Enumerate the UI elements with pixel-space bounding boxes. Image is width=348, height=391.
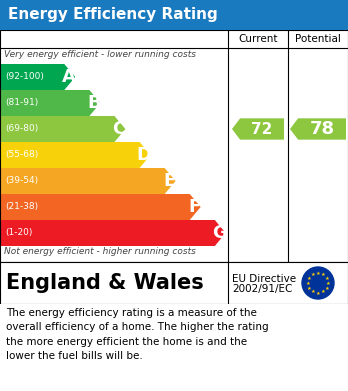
Text: England & Wales: England & Wales xyxy=(6,273,204,293)
Text: ★: ★ xyxy=(311,272,315,277)
Polygon shape xyxy=(290,118,346,140)
Text: 72: 72 xyxy=(251,122,273,136)
Polygon shape xyxy=(0,116,125,142)
Text: The energy efficiency rating is a measure of the
overall efficiency of a home. T: The energy efficiency rating is a measur… xyxy=(6,308,269,361)
Text: 78: 78 xyxy=(309,120,335,138)
Text: Potential: Potential xyxy=(295,34,341,44)
Polygon shape xyxy=(0,168,175,194)
Polygon shape xyxy=(0,142,150,168)
Text: (21-38): (21-38) xyxy=(5,203,38,212)
Text: ★: ★ xyxy=(321,289,325,294)
Polygon shape xyxy=(232,118,284,140)
Text: E: E xyxy=(163,172,175,190)
Text: C: C xyxy=(112,120,126,138)
Text: ★: ★ xyxy=(307,276,312,280)
Text: ★: ★ xyxy=(311,289,315,294)
Text: EU Directive: EU Directive xyxy=(232,274,296,284)
Text: ★: ★ xyxy=(307,285,312,291)
Circle shape xyxy=(302,267,334,299)
Text: Not energy efficient - higher running costs: Not energy efficient - higher running co… xyxy=(4,247,196,256)
Text: A: A xyxy=(62,68,76,86)
Text: (92-100): (92-100) xyxy=(5,72,44,81)
Text: B: B xyxy=(87,94,101,112)
Text: (69-80): (69-80) xyxy=(5,124,38,133)
Text: (55-68): (55-68) xyxy=(5,151,38,160)
Text: Very energy efficient - lower running costs: Very energy efficient - lower running co… xyxy=(4,50,196,59)
Text: Energy Efficiency Rating: Energy Efficiency Rating xyxy=(8,7,218,23)
Polygon shape xyxy=(0,194,201,220)
Polygon shape xyxy=(0,220,226,246)
Text: ★: ★ xyxy=(306,280,310,285)
Text: G: G xyxy=(212,224,227,242)
Polygon shape xyxy=(0,90,100,116)
Text: ★: ★ xyxy=(324,285,329,291)
Text: ★: ★ xyxy=(321,272,325,277)
Text: Current: Current xyxy=(238,34,278,44)
Text: 2002/91/EC: 2002/91/EC xyxy=(232,284,292,294)
Text: F: F xyxy=(188,198,200,216)
Text: ★: ★ xyxy=(316,291,321,296)
Text: ★: ★ xyxy=(324,276,329,280)
Text: ★: ★ xyxy=(316,271,321,276)
Text: (1-20): (1-20) xyxy=(5,228,32,237)
Text: (39-54): (39-54) xyxy=(5,176,38,185)
Text: (81-91): (81-91) xyxy=(5,99,38,108)
Polygon shape xyxy=(0,64,75,90)
Text: D: D xyxy=(136,146,151,164)
Text: ★: ★ xyxy=(326,280,330,285)
